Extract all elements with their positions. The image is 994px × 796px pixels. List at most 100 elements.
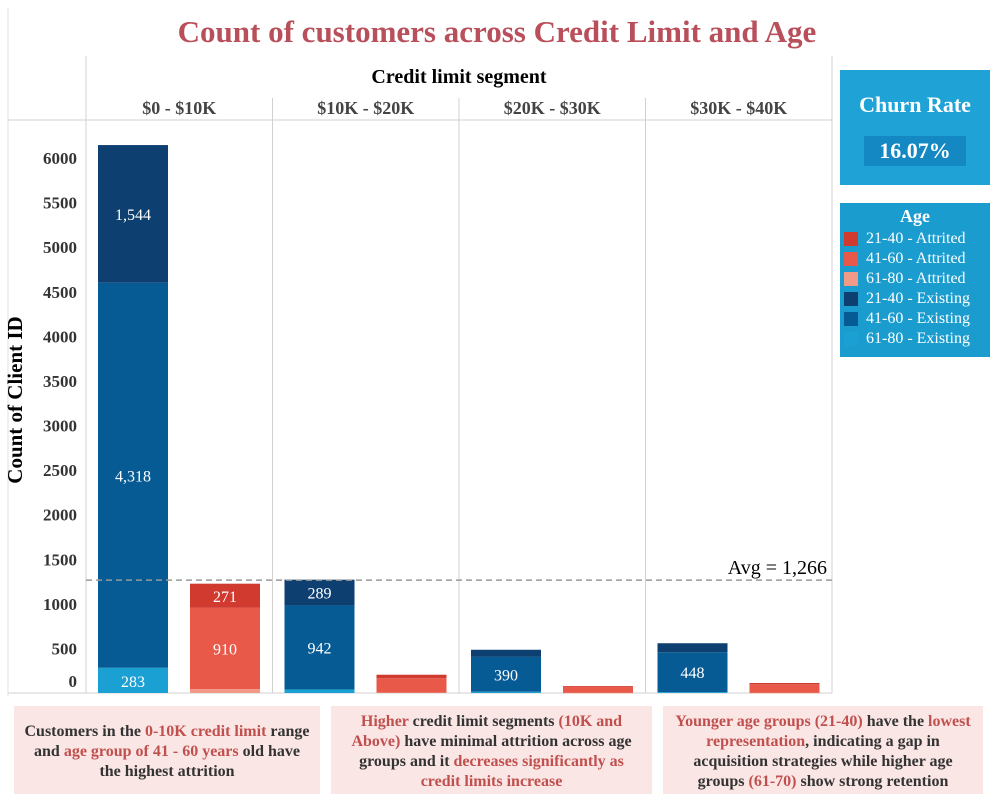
average-reference-line: Avg = 1,266 [86,557,832,581]
legend-item[interactable]: 21-40 - Existing [844,289,988,309]
y-axis-title: Count of Client ID [3,316,27,483]
legend-label: 41-60 - Attrited [866,250,966,267]
bar-segment [471,649,541,657]
note-text: old have the highest attrition [99,743,300,780]
legend-item[interactable]: 41-60 - Attrited [844,249,988,269]
average-label: Avg = 1,266 [728,557,827,579]
legend-item[interactable]: 61-80 - Existing [844,329,988,349]
bar-segment [376,692,447,694]
legend-title: Age [900,206,930,226]
bar-segment [284,579,355,606]
note-highlight: (61-70) [748,773,797,790]
y-tick-label: 1500 [43,550,77,569]
bar-segment [376,678,447,693]
y-tick-label: 3500 [43,372,77,391]
legend-swatch [844,252,858,266]
note-highlight: 0-10K credit limit [144,723,267,740]
bar-segment [657,652,728,693]
y-tick-label: 3000 [43,417,77,436]
y-tick-label: 1000 [43,595,77,614]
note-highlight: lowest representation [706,713,971,750]
note-highlight: decreases significantly as credit limits… [420,753,624,790]
bar-segment [98,145,168,283]
bar-segment [190,583,260,608]
note-highlight: (10K and Above) [351,713,623,750]
note-text: credit limit segments [408,713,559,730]
data-label: 289 [308,586,332,603]
legend-label: 41-60 - Existing [866,310,970,327]
data-labels: 1,544 4,318 283 271 910 289 942 390 448 [115,207,705,691]
insight-note-age-groups: Younger age groups (21-40) have the lowe… [663,706,983,794]
bar-segment [98,282,168,668]
data-label: 390 [494,667,518,684]
legend-swatch [844,232,858,246]
legend-item[interactable]: 61-80 - Attrited [844,269,988,289]
data-label: 942 [308,640,332,657]
note-highlight: Younger age groups (21-40) [675,713,863,730]
data-label: 448 [681,665,705,682]
y-tick-label: 4000 [43,327,77,346]
column-headers: Credit limit segment $0 - $10K $10K - $20K… [142,66,787,118]
data-label: 1,544 [115,207,151,224]
note-highlight: age group of 41 - 60 years [63,743,239,760]
bars [98,145,820,694]
note-text: have minimal attrition across age groups… [359,733,632,770]
y-axis: 0 500 1000 1500 2000 2500 3000 3500 4000 4500 5000… [3,149,77,691]
legend-label: 21-40 - Existing [866,290,970,307]
bar-segment [657,692,728,693]
bar-segment [190,607,260,689]
legend-swatch [844,332,858,346]
note-text: , indicating a gap in acquisition strate… [693,733,953,790]
segment-label: $30K - $40K [690,98,787,118]
bar-segment [190,688,260,693]
data-label: 4,318 [115,468,151,485]
bar-segment [471,691,541,693]
legend-swatch [844,292,858,306]
y-tick-label: 6000 [43,149,77,168]
note-text: Customers in the [24,723,145,740]
y-tick-label: 2000 [43,506,77,525]
y-tick-label: 500 [52,639,78,658]
bar-segment [471,656,541,692]
note-text: show strong retention [796,773,949,790]
age-legend: Age 21-40 - Attrited 41-60 - Attrited 61-8… [840,203,990,357]
legend-swatch [844,272,858,286]
y-tick-label: 0 [69,672,78,691]
note-highlight: Higher [360,713,409,730]
insight-note-credit-limit: Higher credit limit segments (10K and Ab… [331,706,652,794]
chart-title: Count of customers across Credit Limit a… [177,14,817,49]
data-label: 283 [121,674,145,691]
bar-segment [657,643,728,653]
segment-label: $20K - $30K [504,98,601,118]
bar-segment [563,692,633,694]
legend-label: 61-80 - Attrited [866,270,966,287]
y-tick-label: 2500 [43,461,77,480]
legend-item[interactable]: 41-60 - Existing [844,309,988,329]
note-text: range and [34,723,310,760]
note-text: have the [862,713,929,730]
y-tick-label: 4500 [43,283,77,302]
bar-segment [563,686,633,688]
legend-label: 61-80 - Existing [866,330,970,347]
y-tick-label: 5000 [43,238,77,257]
bar-segment [284,689,355,693]
bar-segment [98,667,168,693]
legend-label: 21-40 - Attrited [866,230,966,247]
bar-segment [376,674,447,679]
bar-segment [284,605,355,690]
insight-note-attrition: Customers in the 0-10K credit limit rang… [14,706,320,794]
data-label: 910 [213,641,237,658]
data-label: 271 [213,589,237,606]
legend-item[interactable]: 21-40 - Attrited [844,229,988,249]
bar-segment [749,684,820,693]
bar-segment [749,683,820,685]
bar-segment [563,687,633,693]
churn-rate-label: Churn Rate [859,92,971,117]
column-header-title: Credit limit segment [371,66,546,88]
churn-rate-card: Churn Rate [840,70,990,185]
legend-swatch [844,312,858,326]
y-tick-label: 5500 [43,194,77,213]
segment-label: $0 - $10K [142,98,216,118]
segment-label: $10K - $20K [317,98,414,118]
